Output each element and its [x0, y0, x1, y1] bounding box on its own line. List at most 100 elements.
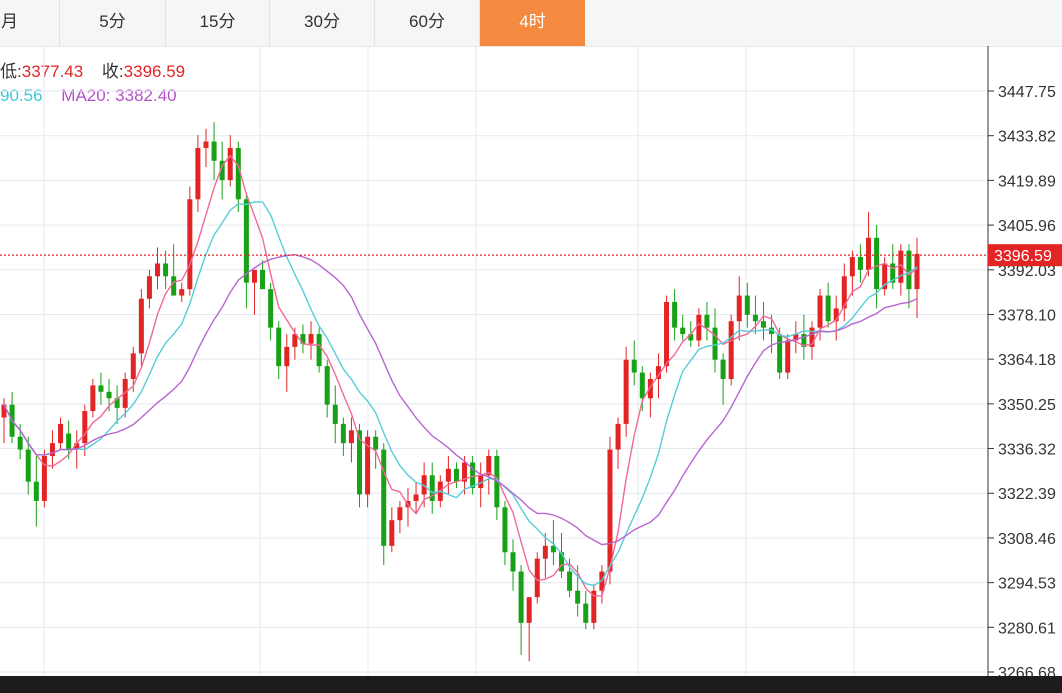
tab-60min[interactable]: 60分	[375, 0, 480, 46]
ma10-line	[3, 201, 918, 587]
candle-body	[106, 391, 112, 399]
candle-body	[550, 545, 556, 553]
candle-body	[445, 468, 451, 482]
candle-body	[49, 443, 55, 456]
y-tick-label: 3308.46	[998, 531, 1056, 548]
tab-30min[interactable]: 30分	[270, 0, 375, 46]
candle-body	[453, 468, 459, 482]
ohlc-row: 低:3377.43 收:3396.59	[0, 60, 185, 84]
y-tick-label: 3364.18	[998, 352, 1056, 369]
candle-body	[41, 455, 47, 501]
candle-body	[712, 327, 718, 360]
candle-body	[90, 385, 96, 412]
candle-body	[793, 334, 799, 341]
last-price-label: 3396.59	[994, 248, 1052, 265]
candle-body	[777, 334, 783, 373]
candle-body	[187, 199, 193, 290]
candle-body	[906, 250, 912, 290]
candle-body	[163, 263, 169, 277]
candle-body	[833, 308, 839, 322]
candle-body	[607, 449, 613, 572]
candle-body	[308, 334, 314, 344]
candle-body	[462, 462, 468, 482]
candle-body	[373, 436, 379, 450]
candle-body	[866, 237, 872, 270]
candle-body	[268, 289, 274, 328]
candle-body	[66, 433, 72, 450]
candle-body	[898, 250, 904, 283]
candle-body	[752, 314, 758, 322]
candle-body	[413, 494, 419, 501]
candle-body	[558, 552, 565, 572]
candle-body	[356, 430, 363, 495]
bottom-bar	[0, 676, 1062, 693]
candle-body	[17, 436, 23, 450]
candle-body	[195, 147, 201, 200]
candle-body	[389, 520, 395, 546]
candle-body	[397, 507, 403, 521]
candle-body	[591, 590, 597, 623]
candle-body	[696, 314, 702, 341]
candle-body	[486, 455, 492, 476]
tab-4h[interactable]: 4时	[480, 0, 585, 46]
candle-body	[340, 423, 346, 444]
low-value: 3377.43	[21, 62, 84, 81]
candle-body	[655, 366, 661, 379]
ohlc-info-panel: 低:3377.43 收:3396.59 90.56 MA20: 3382.40	[0, 60, 185, 108]
candle-body	[623, 359, 629, 424]
candle-body	[348, 430, 354, 444]
candle-body	[785, 340, 791, 373]
candle-body	[817, 295, 823, 328]
candle-body	[292, 334, 298, 347]
candle-body	[365, 436, 371, 495]
candle-body	[890, 263, 896, 283]
y-tick-label: 3322.39	[998, 486, 1056, 503]
candle-body	[736, 295, 742, 322]
candle-body	[664, 301, 670, 367]
candle-body	[203, 141, 209, 148]
tab-5min[interactable]: 5分	[60, 0, 166, 46]
candle-body	[720, 359, 726, 379]
low-label: 低:	[0, 62, 22, 81]
timeframe-tabs: 月 5分 15分 30分 60分 4时	[0, 0, 1062, 47]
candle-body	[809, 327, 815, 347]
candle-body	[284, 346, 290, 367]
candle-body	[130, 353, 136, 379]
candle-body	[25, 449, 31, 482]
candle-body	[122, 378, 128, 408]
candle-body	[567, 571, 573, 591]
candle-body	[825, 295, 831, 322]
candle-body	[429, 475, 435, 501]
candle-body	[179, 289, 185, 296]
y-tick-label: 3378.10	[998, 307, 1056, 324]
tab-month[interactable]: 月	[0, 0, 60, 46]
candle-body	[769, 327, 775, 335]
close-label: 收:	[101, 62, 124, 81]
ma5-line	[3, 154, 918, 597]
y-tick-label: 3294.53	[998, 576, 1056, 593]
candle-body	[583, 603, 589, 623]
candle-body	[688, 334, 694, 341]
y-tick-label: 3405.96	[998, 218, 1056, 235]
candle-body	[542, 545, 548, 559]
candle-body	[874, 237, 880, 290]
candle-body	[914, 253, 920, 290]
candle-body	[478, 475, 484, 489]
candle-body	[58, 423, 64, 444]
candle-body	[680, 327, 686, 335]
candle-body	[98, 385, 104, 392]
candle-body	[849, 257, 855, 277]
candle-body	[575, 590, 581, 604]
candle-body	[138, 298, 144, 354]
candle-body	[316, 334, 322, 367]
y-tick-label: 3392.03	[998, 263, 1056, 280]
close-value: 3396.59	[123, 62, 186, 81]
candle-body	[534, 558, 540, 598]
candle-body	[235, 147, 241, 200]
y-tick-label: 3336.32	[998, 442, 1056, 459]
candlestick-chart[interactable]: 3447.75 3433.82 3419.89 3405.96 3392.03 3378.…	[0, 46, 1062, 693]
y-tick-label: 3350.25	[998, 397, 1056, 414]
candle-body	[276, 327, 282, 367]
tab-15min[interactable]: 15分	[166, 0, 270, 46]
candle-body	[227, 147, 233, 181]
